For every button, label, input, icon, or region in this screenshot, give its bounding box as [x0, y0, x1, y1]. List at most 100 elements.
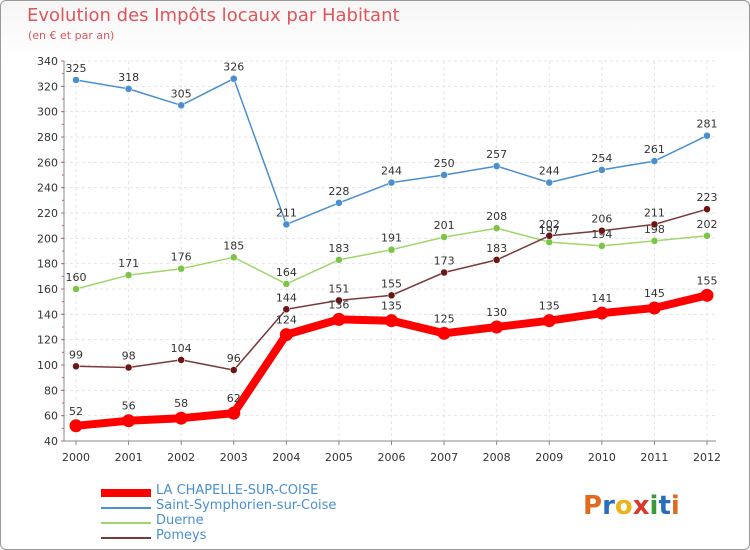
data-point: [282, 305, 291, 314]
logo-letter: r: [602, 491, 615, 521]
x-tick-label: 2011: [640, 451, 668, 464]
data-label: 155: [381, 277, 402, 290]
data-label: 257: [486, 148, 507, 161]
data-label: 198: [644, 223, 665, 236]
data-point: [492, 162, 501, 170]
legend-swatch: [101, 507, 151, 509]
chart-subtitle: (en € et par an): [28, 29, 115, 42]
data-label: 201: [434, 219, 455, 232]
x-tick-label: 2010: [588, 451, 616, 464]
data-point: [598, 242, 606, 250]
data-point: [122, 414, 136, 428]
data-label: 62: [227, 392, 241, 405]
x-tick-label: 2008: [483, 451, 511, 464]
logo-letter: t: [658, 491, 671, 521]
y-tick-label: 260: [37, 156, 58, 169]
data-label: 281: [697, 118, 718, 131]
y-tick-label: 240: [37, 182, 58, 195]
legend-label: Saint-Symphorien-sur-Coise: [156, 498, 337, 513]
data-point: [124, 363, 133, 372]
logo-letter: o: [614, 491, 633, 521]
data-point: [703, 131, 711, 140]
data-point: [230, 253, 238, 262]
data-label: 171: [118, 257, 139, 270]
x-tick-label: 2005: [325, 451, 353, 464]
data-point: [124, 85, 133, 93]
data-label: 176: [171, 251, 192, 264]
data-point: [650, 157, 659, 165]
data-point: [703, 232, 711, 240]
data-label: 164: [276, 266, 297, 279]
legend-swatch: [101, 489, 151, 497]
data-point: [230, 74, 238, 83]
data-point: [387, 178, 396, 187]
data-label: 98: [122, 350, 136, 363]
data-label: 206: [591, 213, 612, 226]
data-label: 135: [381, 300, 402, 313]
proxiti-logo: Proxiti: [583, 491, 680, 521]
data-point: [72, 285, 80, 293]
x-tick-label: 2009: [535, 451, 563, 464]
data-label: 211: [276, 206, 297, 219]
data-label: 96: [227, 352, 241, 365]
data-label: 318: [118, 71, 139, 84]
x-tick-label: 2006: [378, 451, 406, 464]
data-label: 183: [486, 242, 507, 255]
data-label: 191: [381, 232, 402, 245]
data-point: [335, 256, 343, 264]
data-label: 160: [66, 271, 87, 284]
data-point: [700, 288, 714, 302]
data-point: [124, 271, 133, 279]
y-tick-label: 220: [37, 207, 58, 220]
data-label: 124: [276, 314, 297, 327]
logo-letter: i: [670, 491, 680, 521]
y-tick-label: 180: [37, 258, 58, 271]
data-point: [650, 237, 659, 245]
legend-label: Pomeys: [156, 528, 207, 543]
y-tick-label: 120: [37, 334, 58, 347]
x-tick-label: 2000: [62, 451, 90, 464]
y-tick-label: 340: [37, 55, 58, 68]
legend-label: Duerne: [156, 513, 204, 528]
data-label: 52: [69, 405, 83, 418]
x-tick-label: 2004: [272, 451, 300, 464]
data-label: 197: [539, 224, 560, 237]
data-label: 141: [591, 292, 612, 305]
y-tick-label: 100: [37, 359, 58, 372]
data-point: [177, 264, 185, 273]
data-point: [492, 256, 501, 264]
data-point: [177, 101, 185, 110]
x-tick-label: 2002: [167, 451, 195, 464]
data-point: [703, 205, 711, 213]
data-label: 130: [486, 306, 507, 319]
data-point: [72, 362, 80, 371]
data-label: 136: [328, 298, 349, 311]
data-point: [282, 280, 291, 288]
data-label: 173: [434, 255, 455, 268]
data-label: 223: [697, 191, 718, 204]
data-point: [595, 306, 609, 320]
y-tick-label: 280: [37, 131, 58, 144]
data-point: [492, 224, 501, 232]
data-label: 99: [69, 348, 83, 361]
data-label: 211: [644, 206, 665, 219]
y-tick-label: 80: [44, 384, 58, 397]
data-label: 125: [434, 312, 455, 325]
data-label: 56: [122, 400, 136, 413]
data-label: 254: [591, 152, 612, 165]
data-label: 261: [644, 143, 665, 156]
x-tick-label: 2007: [430, 451, 458, 464]
y-tick-label: 160: [37, 283, 58, 296]
data-point: [437, 326, 451, 340]
y-tick-label: 200: [37, 232, 58, 245]
data-point: [387, 291, 396, 300]
data-point: [545, 238, 553, 246]
data-point: [335, 199, 343, 207]
x-tick-label: 2003: [220, 451, 248, 464]
legend-label: LA CHAPELLE-SUR-COISE: [156, 483, 319, 498]
data-label: 145: [644, 287, 665, 300]
data-point: [385, 314, 398, 328]
data-point: [440, 268, 448, 277]
